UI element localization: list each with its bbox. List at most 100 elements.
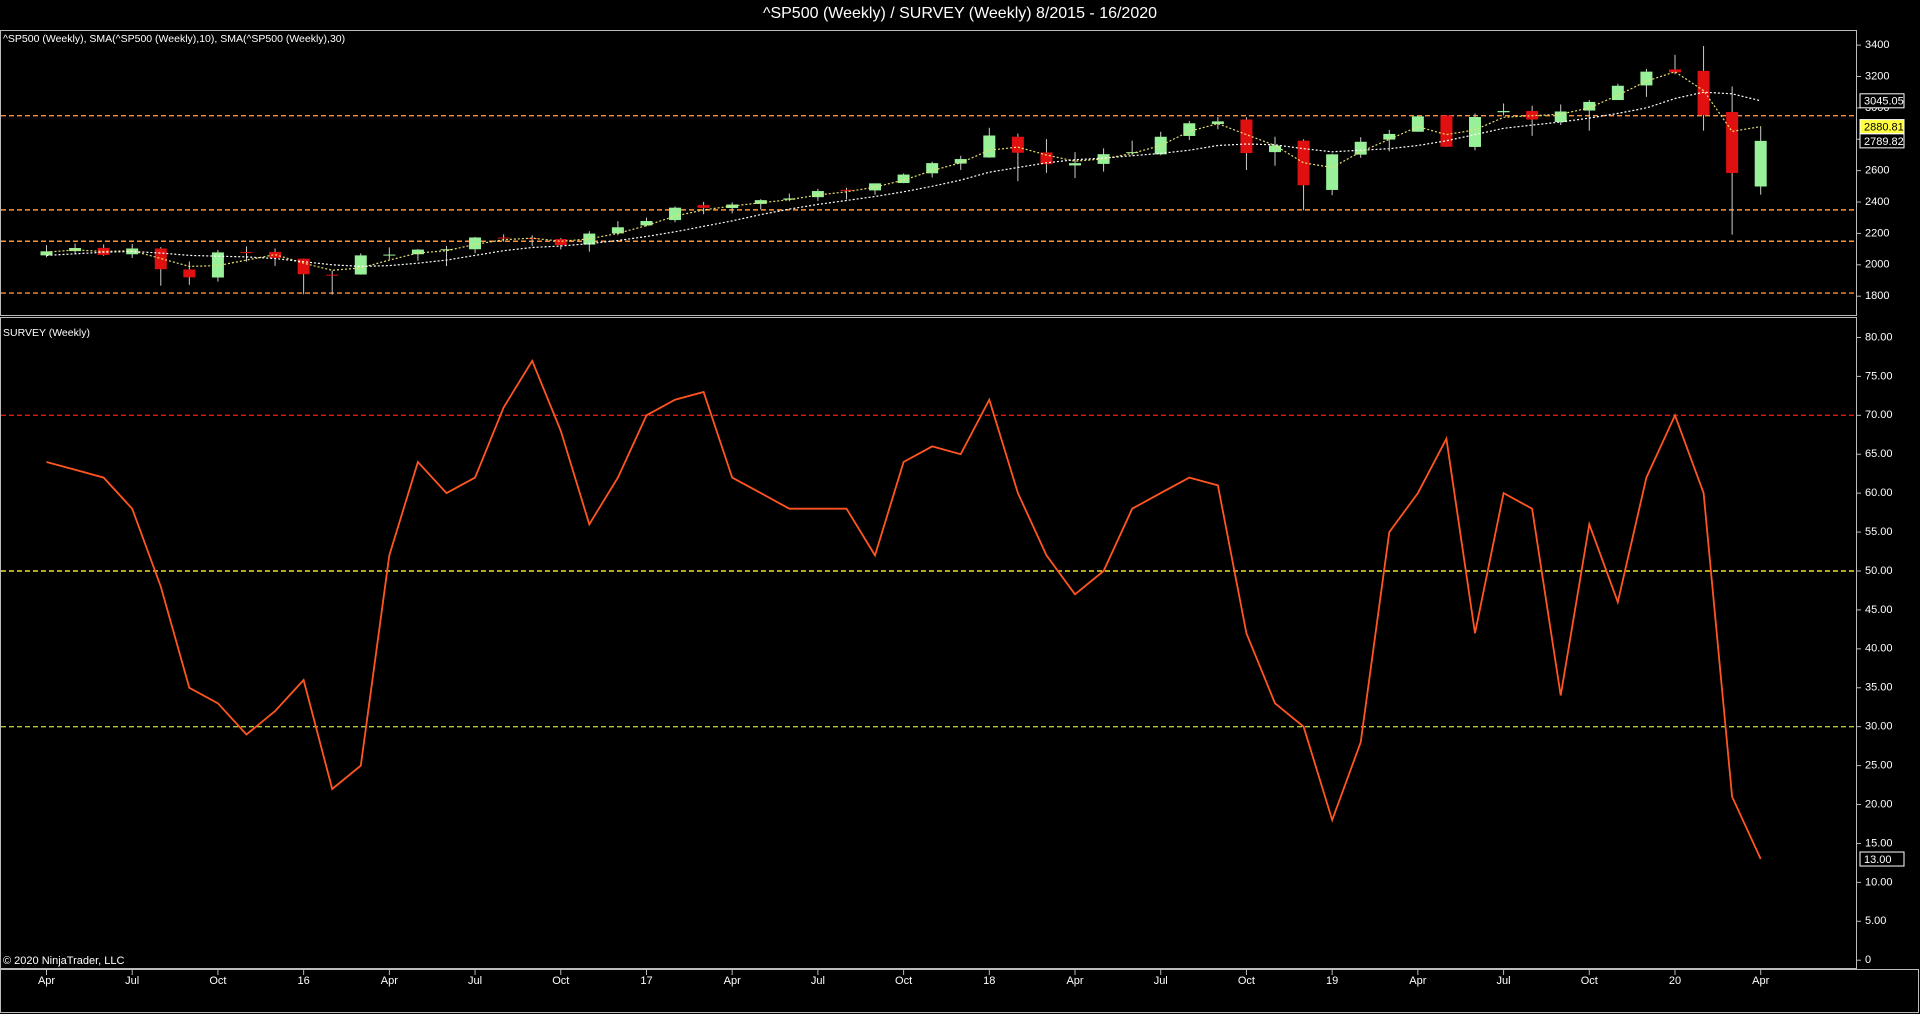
price-marker <box>1859 93 1905 109</box>
candle-body <box>1497 111 1510 113</box>
candle-body <box>240 252 253 254</box>
x-tick-label: 20 <box>1669 975 1681 987</box>
price-marker <box>1859 133 1905 149</box>
candle-body <box>1011 136 1024 153</box>
candle-body <box>326 274 339 276</box>
x-tick-label: Oct <box>1581 975 1598 987</box>
price-marker-label: 3045.05 <box>1864 96 1904 108</box>
y-tick-label: 10.00 <box>1865 876 1893 888</box>
candle-body <box>1297 140 1310 186</box>
x-tick-label: Jul <box>1497 975 1511 987</box>
candle-body <box>983 135 996 158</box>
candle-body <box>1183 123 1196 136</box>
y-tick-label: 2200 <box>1865 227 1889 239</box>
panel-label: SURVEY (Weekly) <box>3 327 90 339</box>
y-tick-label: 70.00 <box>1865 409 1893 421</box>
y-tick-label: 45.00 <box>1865 604 1893 616</box>
y-tick-label: 30.00 <box>1865 721 1893 733</box>
candle-body <box>1326 154 1339 190</box>
candle-body <box>697 205 710 208</box>
panel-frame <box>0 317 1857 969</box>
y-tick-label: 55.00 <box>1865 526 1893 538</box>
y-tick-label: 2600 <box>1865 165 1889 177</box>
candle-body <box>583 233 596 245</box>
x-tick-label: Oct <box>895 975 912 987</box>
candle-body <box>497 237 510 239</box>
candle-body <box>154 248 167 270</box>
x-tick-label: Jul <box>125 975 139 987</box>
candle-body <box>954 159 967 164</box>
candle-body <box>640 221 653 226</box>
candle-body <box>1668 69 1681 73</box>
y-tick-label: 75.00 <box>1865 370 1893 382</box>
sma-line <box>46 71 1761 271</box>
candle-body <box>469 237 482 250</box>
x-axis-frame <box>0 969 1919 1013</box>
y-tick-label: 1800 <box>1865 290 1889 302</box>
candle-body <box>1697 70 1710 116</box>
candle-body <box>1583 101 1596 111</box>
candle-body <box>411 249 424 255</box>
candle-body <box>754 200 767 204</box>
price-marker-label: 2789.82 <box>1864 136 1904 148</box>
candle-body <box>1069 163 1082 166</box>
candle-body <box>383 254 396 256</box>
candle-body <box>926 163 939 174</box>
x-tick-label: Oct <box>552 975 569 987</box>
candle-body <box>1240 119 1253 154</box>
y-tick-label: 3400 <box>1865 39 1889 51</box>
candle-body <box>840 189 853 191</box>
candle-body <box>1469 116 1481 147</box>
candle-body <box>726 204 739 208</box>
y-tick-label: 50.00 <box>1865 565 1893 577</box>
x-tick-label: Apr <box>381 975 398 987</box>
candle-body <box>869 183 882 191</box>
candle-body <box>783 198 796 200</box>
survey-line <box>46 358 1762 860</box>
chart-title: ^SP500 (Weekly) / SURVEY (Weekly) 8/2015… <box>763 5 1157 22</box>
sma-line <box>46 91 1761 268</box>
y-tick-label: 80.00 <box>1865 331 1893 343</box>
candle-body <box>1554 111 1567 123</box>
x-tick-label: Jul <box>468 975 482 987</box>
candle-body <box>811 191 824 198</box>
y-tick-label: 2000 <box>1865 259 1889 271</box>
candle-body <box>183 269 196 278</box>
candle-body <box>1411 116 1424 132</box>
x-tick-label: Oct <box>1238 975 1255 987</box>
x-tick-label: 19 <box>1326 975 1338 987</box>
candle-body <box>1383 133 1396 140</box>
x-tick-label: 18 <box>983 975 995 987</box>
candle-body <box>354 255 367 275</box>
x-tick-label: Apr <box>1752 975 1769 987</box>
x-tick-label: Oct <box>209 975 226 987</box>
candle-body <box>1640 71 1653 86</box>
x-tick-label: 16 <box>298 975 310 987</box>
x-tick-label: Apr <box>38 975 55 987</box>
x-tick-label: Apr <box>724 975 741 987</box>
x-tick-label: Jul <box>811 975 825 987</box>
candle-body <box>1040 152 1053 165</box>
candle-body <box>40 251 53 256</box>
panel-frame <box>0 30 1857 316</box>
price-marker-label: 13.00 <box>1864 854 1892 866</box>
y-tick-label: 20.00 <box>1865 798 1893 810</box>
candle-body <box>1097 154 1110 164</box>
y-tick-label: 65.00 <box>1865 448 1893 460</box>
candle-body <box>211 252 224 278</box>
candle-body <box>611 227 624 234</box>
price-marker <box>1859 851 1905 867</box>
y-tick-label: 2400 <box>1865 196 1889 208</box>
y-tick-label: 60.00 <box>1865 487 1893 499</box>
price-marker-label: 2880.81 <box>1864 121 1904 133</box>
candle-body <box>1126 152 1139 154</box>
y-tick-label: 40.00 <box>1865 643 1893 655</box>
candle-body <box>1726 111 1739 173</box>
candle-body <box>1754 140 1767 187</box>
candle-body <box>1154 136 1167 155</box>
x-tick-label: Apr <box>1409 975 1426 987</box>
candle-body <box>440 249 453 251</box>
candle-body <box>897 174 910 184</box>
